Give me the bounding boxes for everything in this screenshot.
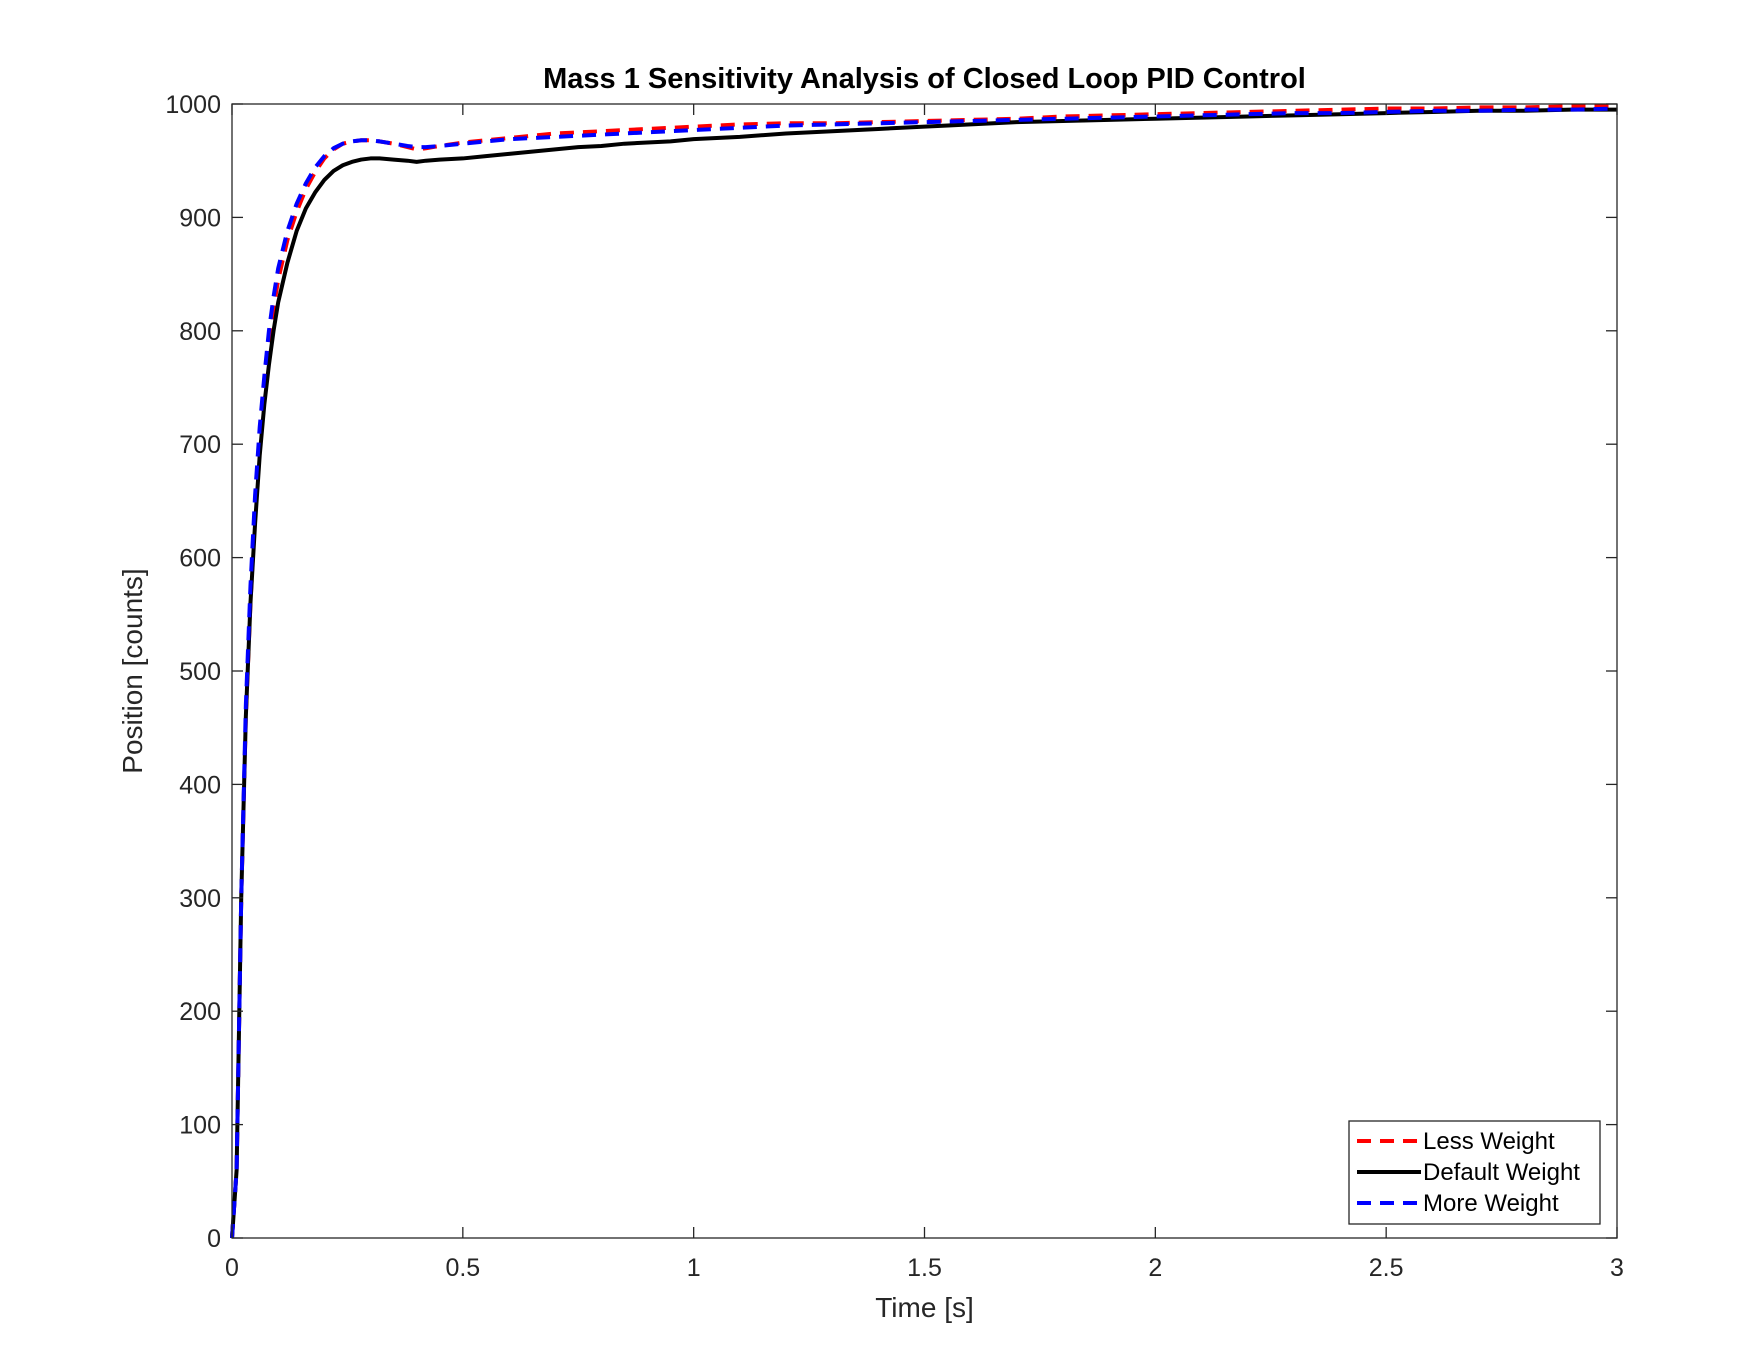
y-tick-label: 900	[179, 204, 221, 232]
chart-title: Mass 1 Sensitivity Analysis of Closed Lo…	[543, 63, 1306, 95]
x-tick-label: 2	[1148, 1254, 1162, 1282]
legend-label: Less Weight	[1423, 1128, 1555, 1155]
y-tick-label: 1000	[165, 91, 221, 119]
axes-box	[231, 103, 1618, 1239]
x-tick-label: 0	[225, 1254, 239, 1282]
legend-items: Less Weight Default Weight More Weight	[1357, 1128, 1580, 1217]
y-tick-label: 800	[179, 318, 221, 346]
y-tick-label: 500	[179, 658, 221, 686]
y-tick-label: 0	[207, 1225, 221, 1253]
plot-area	[232, 104, 1617, 1238]
series-line-default-weight	[230, 107, 1617, 1239]
x-tick-label: 1.5	[907, 1254, 942, 1282]
legend-label: More Weight	[1423, 1190, 1559, 1217]
series-line-more-weight	[230, 106, 1618, 1239]
x-tick-label: 1	[687, 1254, 701, 1282]
x-axis-label: Time [s]	[875, 1292, 974, 1323]
legend: Less Weight Default Weight More Weight	[1348, 1120, 1601, 1225]
y-tick-label: 100	[179, 1112, 221, 1140]
legend-label: Default Weight	[1423, 1159, 1580, 1186]
y-tick-label: 700	[179, 431, 221, 459]
x-tick-label: 0.5	[445, 1254, 480, 1282]
tick-labels-layer: 0 0.5 1 1.5 2 2.5 3 0 100 200 300 400 500 600 700 800 90…	[165, 91, 1624, 1282]
y-tick-label: 200	[179, 998, 221, 1026]
y-tick-label: 600	[179, 545, 221, 573]
y-tick-label: 300	[179, 885, 221, 913]
y-tick-label: 400	[179, 771, 221, 799]
y-axis-label: Position [counts]	[117, 568, 148, 773]
series-layer	[230, 104, 1618, 1239]
x-tick-label: 2.5	[1369, 1254, 1404, 1282]
x-tick-label: 3	[1610, 1254, 1624, 1282]
